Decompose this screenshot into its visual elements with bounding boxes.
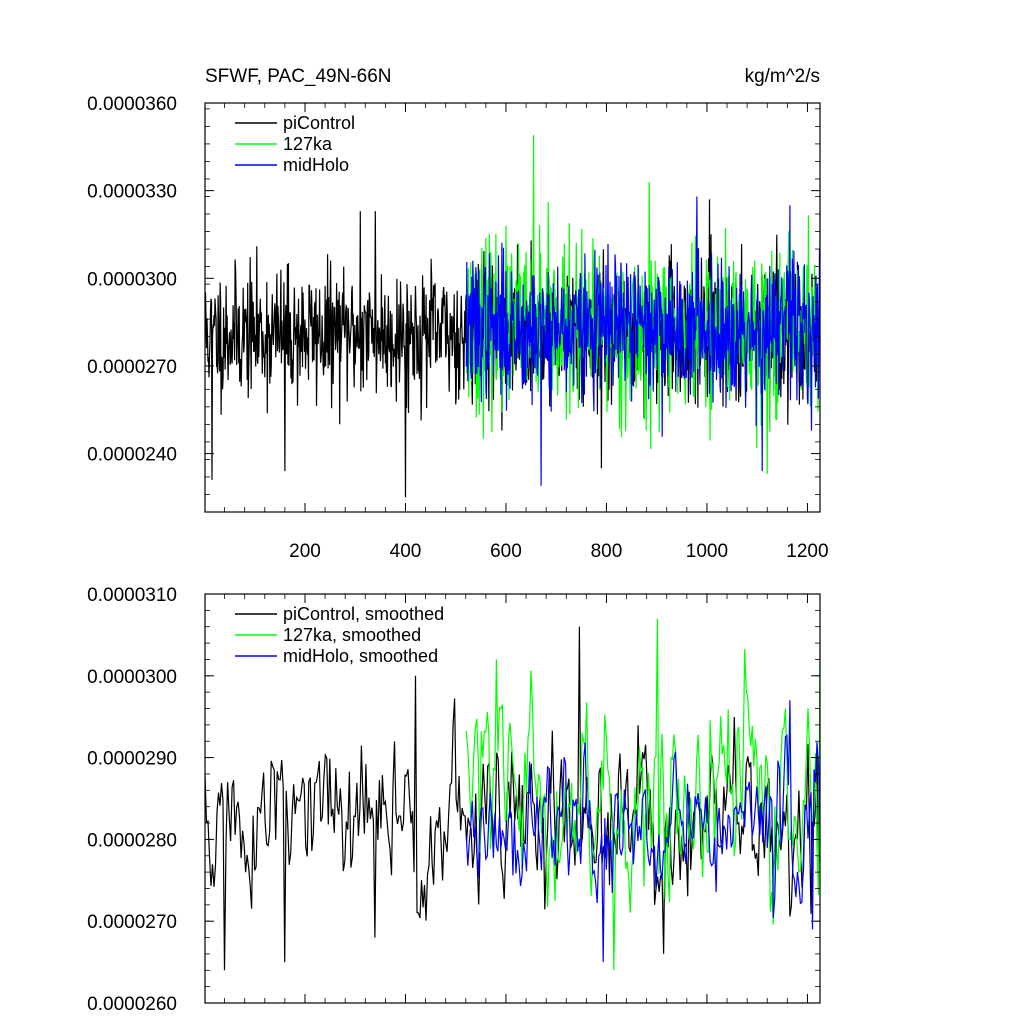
bottom-series-group — [205, 618, 820, 971]
legend-label: 127ka — [283, 134, 333, 154]
series-line-picontrol-smoothed — [205, 626, 820, 971]
series-line-127ka-smoothed — [465, 618, 820, 971]
y-tick-label: 0.0000330 — [87, 182, 177, 203]
legend-label: piControl, smoothed — [283, 604, 444, 624]
top-series-group — [205, 135, 820, 498]
x-tick-label: 1200 — [786, 541, 828, 562]
y-tick-label: 0.0000360 — [87, 94, 177, 115]
y-tick-label: 0.0000300 — [87, 667, 177, 688]
y-tick-label: 0.0000310 — [87, 585, 177, 606]
bottom-axes: 0.0000260 0.0000270 0.0000280 0.0000290 0.00… — [87, 585, 820, 1015]
y-tick-label: 0.0000300 — [87, 269, 177, 290]
legend-label: midHolo — [283, 155, 349, 175]
legend-label: 127ka, smoothed — [283, 625, 421, 645]
series-line-midholo-smoothed — [465, 700, 820, 963]
y-tick-label: 0.0000240 — [87, 445, 177, 466]
x-tick-label: 1000 — [686, 541, 728, 562]
chart-units: kg/m^2/s — [745, 66, 820, 87]
legend-label: midHolo, smoothed — [283, 646, 438, 666]
y-tick-label: 0.0000270 — [87, 357, 177, 378]
bottom-panel: 0.0000260 0.0000270 0.0000280 0.0000290 0.00… — [87, 585, 821, 1015]
bottom-plot-frame — [204, 593, 821, 1004]
x-tick-label: 400 — [390, 541, 422, 562]
top-axes: 0.0000240 0.0000270 0.0000300 0.0000330 0.00… — [87, 94, 828, 562]
top-panel: SFWF, PAC_49N-66N kg/m^2/s 0.00002400.00… — [87, 66, 828, 562]
legend-label: piControl — [283, 113, 355, 133]
y-tick-label: 0.0000280 — [87, 830, 177, 851]
y-tick-label: 0.0000270 — [87, 912, 177, 933]
top-plot-frame — [204, 102, 821, 513]
x-tick-label: 600 — [490, 541, 522, 562]
y-tick-label: 0.0000260 — [87, 994, 177, 1015]
x-tick-label: 800 — [591, 541, 623, 562]
chart-title: SFWF, PAC_49N-66N — [205, 66, 392, 87]
x-tick-label: 200 — [289, 541, 321, 562]
series-line-midholo — [465, 196, 820, 486]
y-tick-label: 0.0000290 — [87, 749, 177, 770]
